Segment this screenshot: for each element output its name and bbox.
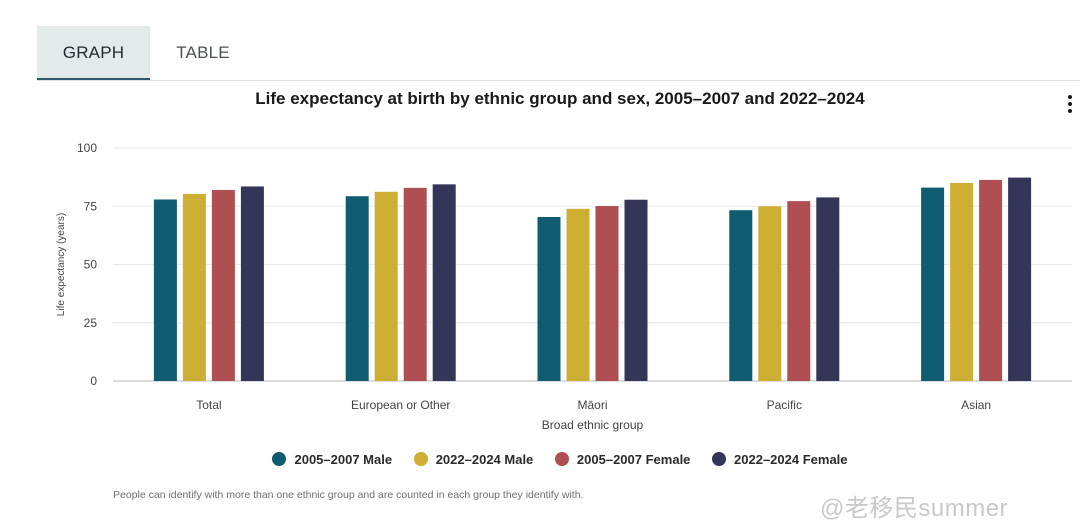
x-tick-label: Total (196, 398, 221, 412)
legend-item-2022-2024-female[interactable]: 2022–2024 Female (712, 452, 848, 467)
y-tick-label: 0 (90, 374, 97, 388)
bar (950, 182, 974, 381)
tab-bar: GRAPH TABLE (37, 26, 1080, 81)
bar (374, 191, 398, 381)
legend-label: 2005–2007 Female (576, 452, 691, 467)
y-tick-label: 100 (77, 141, 97, 155)
bar (153, 199, 177, 381)
y-tick-label: 50 (84, 258, 98, 272)
more-vertical-icon[interactable] (1066, 95, 1074, 117)
y-tick-label: 75 (84, 199, 98, 213)
x-axis-label: Broad ethnic group (542, 418, 644, 432)
bar (624, 199, 648, 381)
bar (211, 189, 235, 381)
bar (595, 206, 619, 381)
legend-swatch (272, 452, 287, 466)
y-tick-label: 25 (84, 316, 98, 330)
legend-swatch (712, 452, 727, 466)
legend-label: 2022–2024 Female (734, 452, 848, 467)
bar (787, 201, 811, 381)
bar (432, 184, 456, 381)
bar (816, 197, 840, 381)
legend-item-2005-2007-female[interactable]: 2005–2007 Female (554, 452, 691, 467)
watermark: @老移民summer (820, 495, 1009, 522)
chart-area: 0 25 50 75 100 Life expectancy (years) Total Eu… (56, 141, 1072, 432)
tab-table[interactable]: TABLE (176, 43, 230, 62)
bar (240, 186, 264, 381)
bar (729, 210, 753, 381)
bar (345, 196, 369, 381)
bar (921, 187, 945, 381)
x-tick-label: European or Other (351, 398, 450, 412)
x-tick-label: Asian (961, 398, 991, 412)
bar (566, 208, 590, 381)
legend-label: 2005–2007 Male (294, 452, 393, 467)
x-tick-label: Pacific (767, 398, 802, 412)
bar (979, 179, 1003, 381)
legend: 2005–2007 Male 2022–2024 Male 2005–2007 … (0, 452, 1080, 467)
chart-title: Life expectancy at birth by ethnic group… (255, 89, 865, 108)
bar (537, 216, 561, 381)
y-axis-label: Life expectancy (years) (56, 213, 67, 316)
legend-label: 2022–2024 Male (435, 452, 534, 467)
x-tick-label: Māori (577, 398, 607, 412)
bar (403, 187, 427, 381)
bar (758, 206, 782, 381)
legend-swatch (413, 452, 428, 466)
bar (1008, 177, 1032, 381)
footnote: People can identify with more than one e… (113, 489, 584, 501)
bar (182, 193, 206, 381)
legend-item-2005-2007-male[interactable]: 2005–2007 Male (272, 452, 392, 467)
legend-swatch (554, 452, 569, 466)
tab-graph[interactable]: GRAPH (37, 26, 150, 80)
legend-item-2022-2024-male[interactable]: 2022–2024 Male (413, 452, 534, 467)
